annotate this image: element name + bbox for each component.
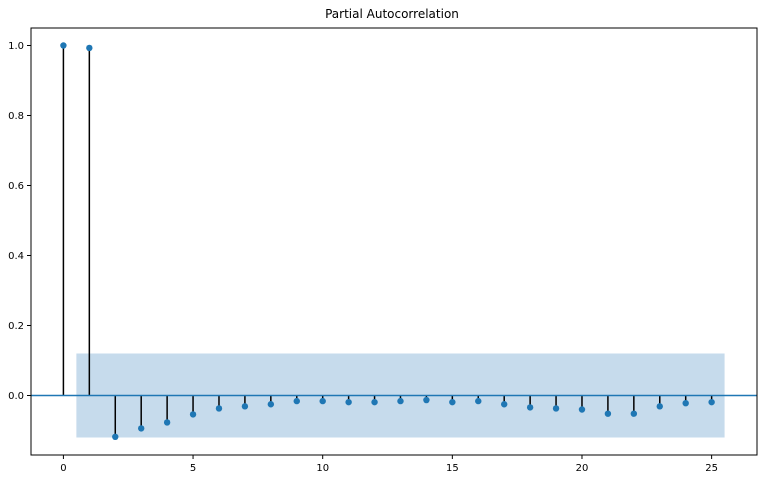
axes-frame [30, 27, 758, 456]
x-tick-label: 25 [705, 463, 718, 474]
stem-marker [578, 406, 586, 413]
stem-marker [215, 405, 223, 412]
y-tick-label: 0.2 [8, 321, 24, 332]
stem-marker [656, 403, 663, 410]
stem-marker [112, 433, 119, 440]
stem-marker [293, 397, 300, 405]
y-axis: 0.0 0.2 0.4 0.6 0.8 1.0 [8, 41, 31, 402]
stem-marker [345, 398, 352, 406]
x-tick-label: 20 [576, 463, 589, 474]
y-tick-label: 0.0 [8, 391, 24, 402]
stem-marker [475, 397, 482, 405]
stem-marker [241, 403, 249, 410]
y-tick-label: 1.0 [8, 41, 24, 52]
stem-marker [319, 397, 326, 405]
stem-marker [708, 398, 715, 406]
y-tick-label: 0.6 [8, 181, 24, 192]
stem-marker [86, 44, 93, 52]
stem-marker [60, 42, 67, 49]
y-tick-label: 0.8 [8, 111, 24, 122]
stem-marker [500, 401, 508, 408]
stem-marker [630, 410, 638, 417]
stem-marker [449, 398, 456, 406]
stem-marker [267, 401, 275, 408]
stem-marker [397, 397, 404, 405]
stem-marker [604, 410, 612, 417]
stem-marker [552, 405, 560, 412]
x-tick-label: 0 [60, 463, 66, 474]
y-tick-label: 0.4 [8, 251, 24, 262]
x-axis: 0 5 10 15 20 25 [60, 455, 718, 474]
stem-marker [423, 396, 430, 404]
stem-marker [189, 411, 197, 418]
stem-marker [526, 404, 534, 411]
x-tick-label: 10 [316, 463, 329, 474]
stem-marker [163, 419, 171, 426]
plot-area [31, 42, 757, 440]
stem-marker [137, 425, 145, 432]
chart-title: Partial Autocorrelation [325, 7, 459, 21]
stem-marker [371, 398, 378, 406]
stem-marker [682, 400, 689, 407]
x-tick-label: 5 [190, 463, 196, 474]
x-tick-label: 15 [446, 463, 459, 474]
